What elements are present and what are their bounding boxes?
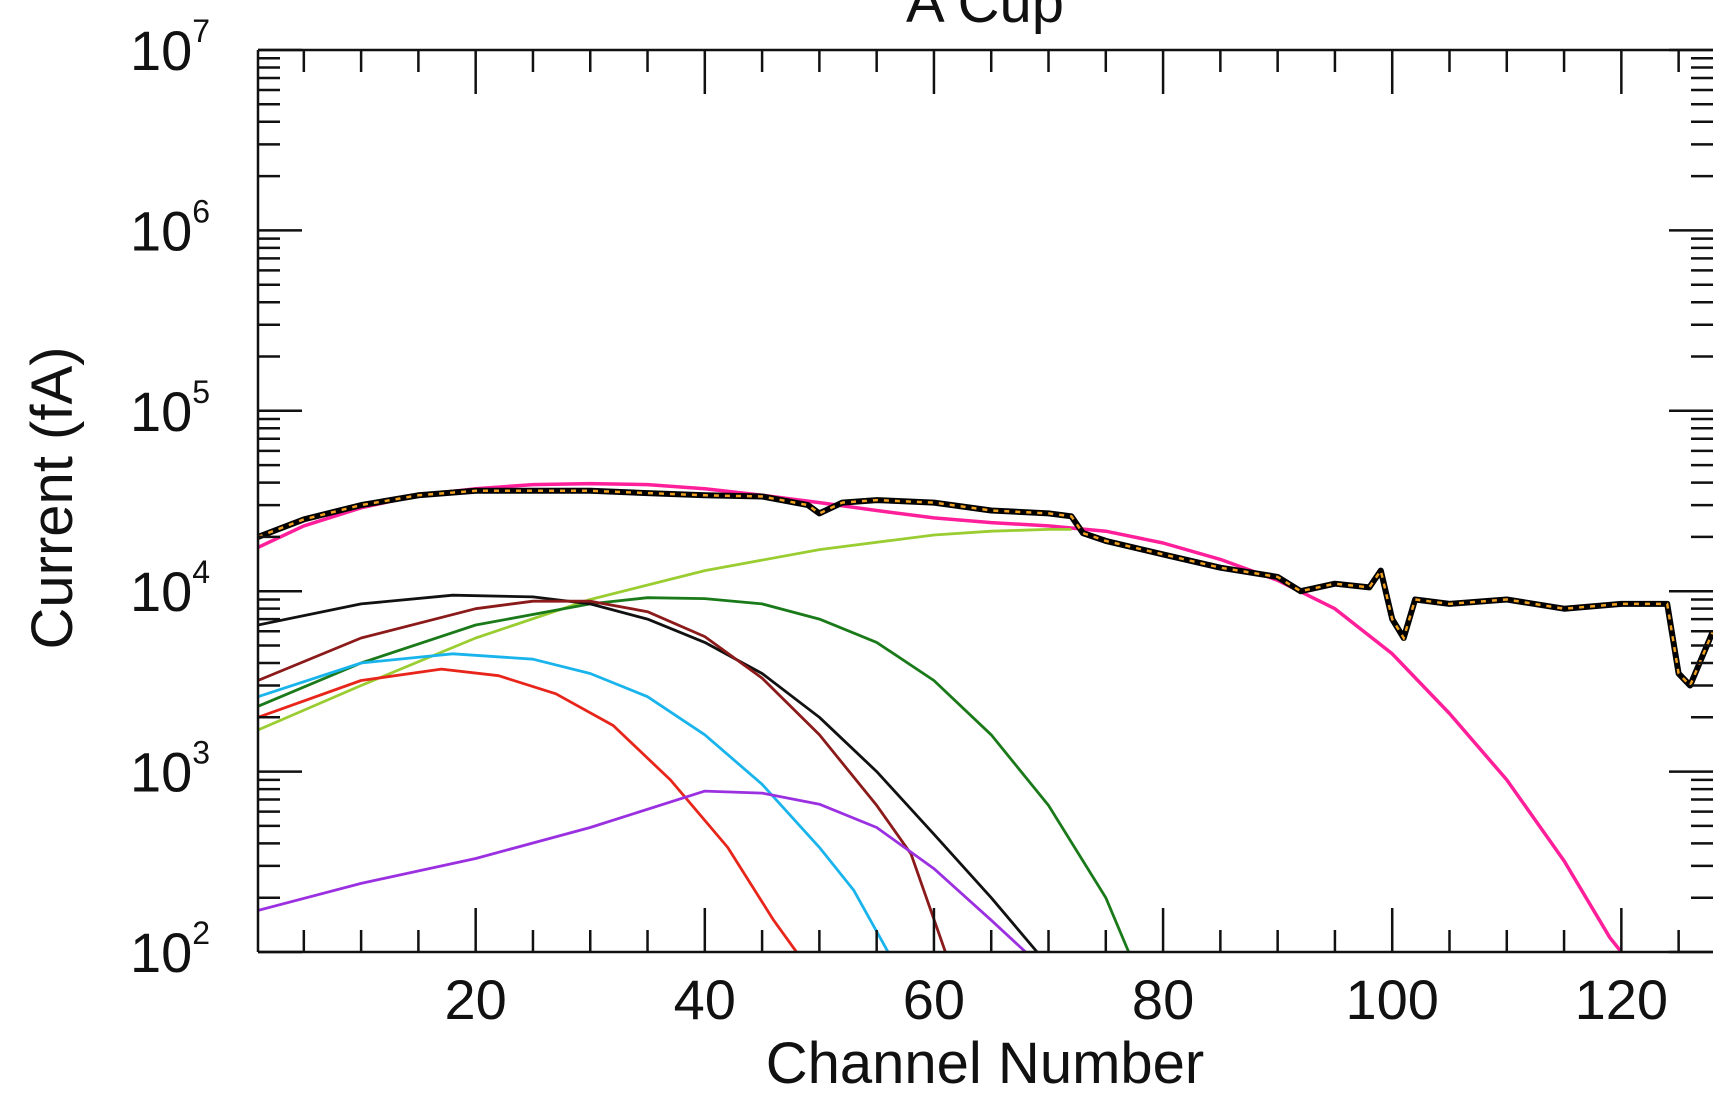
- curves-group: [258, 481, 1713, 952]
- y-tick-label: 107: [130, 13, 210, 82]
- y-tick-label: 105: [130, 374, 210, 443]
- x-tick-label: 100: [1345, 968, 1438, 1031]
- chart-title: A Cup: [906, 0, 1064, 35]
- x-ticks-group: [302, 50, 1680, 952]
- fit-curve-1: [258, 481, 1623, 952]
- y-ticks-group: [258, 48, 1713, 954]
- y-tick-label: 104: [130, 554, 210, 623]
- fit-curve-7: [258, 667, 798, 952]
- fit-curve-5: [258, 599, 947, 952]
- y-axis-title: Current (fA): [20, 347, 85, 650]
- x-tick-label: 120: [1575, 968, 1668, 1031]
- fit-curve-8: [258, 789, 1027, 952]
- x-tick-label: 60: [903, 968, 965, 1031]
- fit-curve-3: [258, 596, 1130, 952]
- x-tick-label: 40: [674, 968, 736, 1031]
- fit-curve-6: [258, 652, 890, 952]
- y-tick-label: 102: [130, 915, 210, 984]
- y-tick-label: 103: [130, 735, 210, 804]
- measured-spectrum-dashes: [258, 489, 1713, 688]
- y-tick-label: 106: [130, 193, 210, 262]
- plot-area: 20 40 60 80 100 120 102 103 104 105 106 107: [130, 13, 1713, 1031]
- fit-curve-2: [258, 528, 1072, 732]
- x-axis-title: Channel Number: [766, 1031, 1204, 1096]
- x-tick-label: 20: [445, 968, 507, 1031]
- x-tick-label: 80: [1132, 968, 1194, 1031]
- fit-curve-4: [258, 593, 1039, 952]
- axes-group: [256, 48, 1713, 954]
